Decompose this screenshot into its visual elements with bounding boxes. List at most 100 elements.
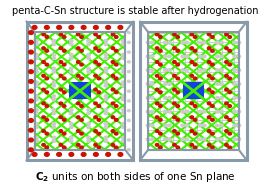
Circle shape (104, 57, 108, 59)
Circle shape (59, 88, 63, 91)
Circle shape (121, 112, 125, 115)
Circle shape (176, 105, 179, 107)
Circle shape (69, 57, 73, 59)
Circle shape (225, 116, 228, 119)
Circle shape (155, 47, 159, 50)
Circle shape (216, 69, 219, 72)
Circle shape (94, 33, 97, 36)
Circle shape (97, 146, 101, 149)
Circle shape (87, 139, 90, 142)
Circle shape (104, 43, 108, 46)
Circle shape (45, 146, 49, 149)
Circle shape (59, 130, 63, 132)
Circle shape (220, 69, 223, 72)
Circle shape (29, 138, 33, 142)
Circle shape (59, 33, 63, 36)
Circle shape (233, 124, 236, 127)
Circle shape (159, 36, 162, 38)
Circle shape (176, 146, 179, 149)
Circle shape (87, 70, 90, 73)
Circle shape (121, 84, 125, 87)
Circle shape (45, 132, 49, 135)
Circle shape (97, 63, 101, 66)
Circle shape (80, 63, 83, 66)
Circle shape (52, 84, 56, 87)
Circle shape (225, 130, 228, 132)
Circle shape (176, 36, 179, 38)
Circle shape (52, 57, 56, 59)
Circle shape (207, 102, 211, 105)
Circle shape (87, 43, 90, 46)
Circle shape (57, 153, 62, 156)
Circle shape (52, 139, 56, 142)
Circle shape (155, 102, 159, 105)
Circle shape (237, 55, 241, 58)
Circle shape (176, 132, 179, 135)
Circle shape (211, 146, 214, 149)
Circle shape (52, 43, 56, 46)
Circle shape (80, 119, 83, 121)
Circle shape (146, 110, 150, 113)
Circle shape (76, 74, 80, 77)
Circle shape (127, 119, 130, 122)
Circle shape (164, 138, 167, 141)
Circle shape (104, 109, 108, 111)
Circle shape (97, 50, 101, 52)
Circle shape (76, 130, 80, 132)
Circle shape (228, 91, 231, 94)
Circle shape (42, 102, 45, 105)
Circle shape (32, 153, 37, 156)
Circle shape (211, 91, 214, 94)
Circle shape (59, 61, 63, 63)
Circle shape (80, 36, 83, 38)
Circle shape (164, 69, 167, 72)
Circle shape (118, 153, 123, 156)
Circle shape (118, 26, 123, 29)
Circle shape (176, 50, 179, 52)
Circle shape (69, 122, 73, 125)
Circle shape (76, 116, 80, 119)
Circle shape (185, 69, 189, 72)
Circle shape (44, 153, 49, 156)
Circle shape (111, 47, 115, 50)
Circle shape (220, 124, 223, 127)
Circle shape (121, 57, 125, 59)
Circle shape (29, 70, 33, 74)
Circle shape (193, 132, 197, 135)
Circle shape (190, 33, 193, 36)
Circle shape (94, 88, 97, 91)
Circle shape (35, 109, 38, 111)
Circle shape (63, 105, 66, 107)
Circle shape (150, 138, 154, 141)
Circle shape (35, 84, 38, 87)
Circle shape (211, 77, 214, 80)
Circle shape (198, 55, 202, 58)
Circle shape (202, 69, 206, 72)
Circle shape (104, 112, 108, 115)
Circle shape (115, 132, 118, 135)
Circle shape (69, 40, 73, 42)
Circle shape (35, 136, 38, 139)
Circle shape (35, 81, 38, 84)
Circle shape (121, 67, 125, 70)
Circle shape (228, 36, 231, 38)
Circle shape (45, 91, 49, 94)
Circle shape (202, 41, 206, 44)
Circle shape (69, 70, 73, 73)
Circle shape (159, 91, 162, 94)
Circle shape (59, 143, 63, 146)
Circle shape (155, 143, 159, 146)
Circle shape (202, 55, 206, 58)
Circle shape (121, 122, 125, 125)
Circle shape (207, 74, 211, 77)
Circle shape (121, 109, 125, 111)
Circle shape (52, 70, 56, 73)
Circle shape (190, 130, 193, 132)
Circle shape (94, 61, 97, 63)
Circle shape (159, 132, 162, 135)
Bar (69, 82, 91, 99)
Circle shape (63, 119, 66, 121)
Circle shape (35, 122, 38, 125)
Circle shape (115, 146, 118, 149)
Circle shape (233, 110, 236, 113)
